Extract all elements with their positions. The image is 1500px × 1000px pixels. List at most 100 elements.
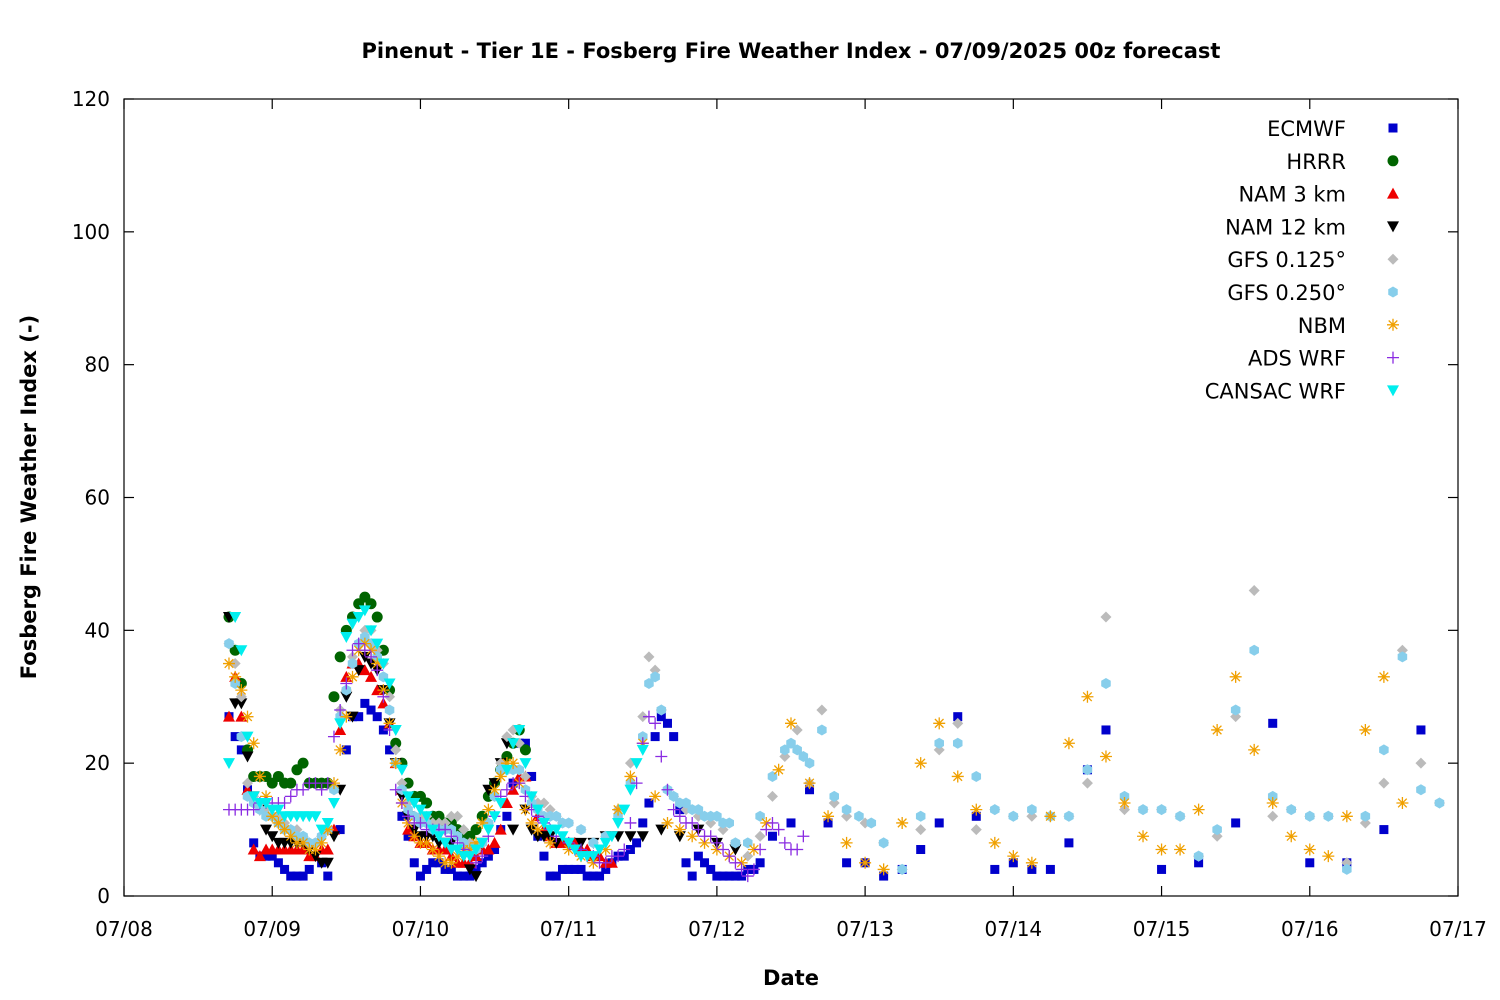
data-point bbox=[346, 670, 359, 683]
data-point bbox=[490, 845, 500, 855]
data-point bbox=[347, 658, 358, 670]
data-point bbox=[1211, 723, 1224, 736]
data-point bbox=[459, 871, 469, 881]
data-point bbox=[278, 823, 291, 836]
data-point bbox=[402, 791, 415, 803]
data-point bbox=[266, 810, 279, 823]
x-tick-label: 07/09 bbox=[243, 917, 301, 941]
series-nbm bbox=[222, 637, 1409, 876]
data-point bbox=[500, 783, 513, 796]
data-point bbox=[309, 777, 322, 790]
data-point bbox=[914, 757, 927, 770]
data-point bbox=[222, 710, 235, 722]
data-point bbox=[1397, 651, 1408, 663]
data-point bbox=[990, 804, 1000, 816]
legend-marker bbox=[1387, 221, 1399, 233]
data-point bbox=[365, 658, 378, 670]
x-axis: 07/08 07/09 07/10 07/11 07/12 07/13 07/14 07/15… bbox=[95, 99, 1487, 941]
data-point bbox=[1081, 690, 1094, 703]
data-point bbox=[397, 811, 407, 821]
data-point bbox=[1064, 838, 1074, 848]
data-point bbox=[760, 823, 773, 836]
data-point bbox=[785, 717, 797, 730]
data-point bbox=[636, 744, 649, 756]
x-tick-label: 07/16 bbox=[1281, 917, 1339, 941]
data-point bbox=[471, 864, 481, 874]
data-point bbox=[632, 838, 642, 848]
data-point bbox=[971, 811, 981, 821]
data-point bbox=[675, 805, 685, 815]
series-cansac-wrf bbox=[222, 605, 649, 863]
data-point bbox=[229, 670, 242, 683]
data-point bbox=[402, 816, 415, 829]
data-point bbox=[298, 871, 308, 881]
data-point bbox=[545, 871, 555, 881]
data-point bbox=[842, 858, 852, 868]
data-point bbox=[372, 712, 382, 722]
data-point bbox=[328, 691, 340, 703]
legend-label: NAM 12 km bbox=[1225, 215, 1346, 239]
data-point bbox=[507, 783, 520, 795]
x-tick-label: 07/10 bbox=[392, 917, 450, 941]
data-point bbox=[1249, 644, 1259, 656]
data-point bbox=[643, 651, 655, 663]
data-point bbox=[693, 851, 703, 861]
data-point bbox=[230, 732, 240, 742]
legend-marker bbox=[1388, 123, 1398, 133]
data-point bbox=[816, 704, 828, 716]
data-point bbox=[1267, 810, 1279, 822]
data-point bbox=[1025, 856, 1038, 869]
data-point bbox=[1267, 790, 1278, 802]
legend-marker bbox=[1387, 385, 1399, 397]
data-point bbox=[662, 718, 672, 728]
data-point bbox=[377, 690, 390, 703]
data-point bbox=[242, 777, 254, 789]
data-point bbox=[434, 858, 444, 868]
data-point bbox=[638, 731, 648, 743]
data-point bbox=[673, 823, 686, 836]
data-point bbox=[1007, 850, 1020, 863]
data-point bbox=[700, 858, 710, 868]
data-point bbox=[772, 763, 785, 776]
data-point bbox=[669, 732, 679, 742]
data-point bbox=[260, 790, 273, 803]
data-point bbox=[247, 803, 260, 816]
y-tick-label: 100 bbox=[72, 220, 110, 244]
data-point bbox=[605, 831, 618, 843]
data-point bbox=[797, 830, 810, 843]
legend-label: ADS WRF bbox=[1248, 347, 1346, 371]
data-point bbox=[224, 638, 234, 650]
data-point bbox=[550, 837, 563, 849]
data-point bbox=[798, 751, 809, 763]
data-point bbox=[241, 731, 254, 743]
data-point bbox=[414, 816, 427, 829]
data-point bbox=[829, 790, 839, 802]
data-point bbox=[360, 631, 370, 643]
data-point bbox=[340, 631, 353, 643]
data-point bbox=[340, 677, 353, 690]
data-point bbox=[458, 824, 470, 836]
data-point bbox=[1137, 830, 1150, 843]
data-point bbox=[525, 816, 538, 829]
data-point bbox=[309, 851, 322, 863]
data-point bbox=[951, 770, 964, 783]
data-point bbox=[358, 644, 371, 657]
data-point bbox=[1229, 670, 1242, 683]
data-point bbox=[445, 856, 458, 869]
data-point bbox=[247, 791, 260, 803]
data-point bbox=[822, 810, 835, 823]
data-point bbox=[327, 730, 340, 743]
data-point bbox=[618, 843, 631, 856]
data-point bbox=[564, 864, 574, 874]
data-point bbox=[729, 856, 742, 869]
data-point bbox=[335, 825, 345, 835]
data-point bbox=[358, 651, 371, 663]
data-point bbox=[879, 871, 889, 881]
data-point bbox=[582, 871, 592, 881]
data-point bbox=[1062, 737, 1075, 750]
data-point bbox=[352, 665, 365, 677]
data-point bbox=[527, 771, 537, 781]
data-point bbox=[747, 863, 760, 876]
data-point bbox=[502, 811, 512, 821]
data-point bbox=[859, 856, 872, 869]
